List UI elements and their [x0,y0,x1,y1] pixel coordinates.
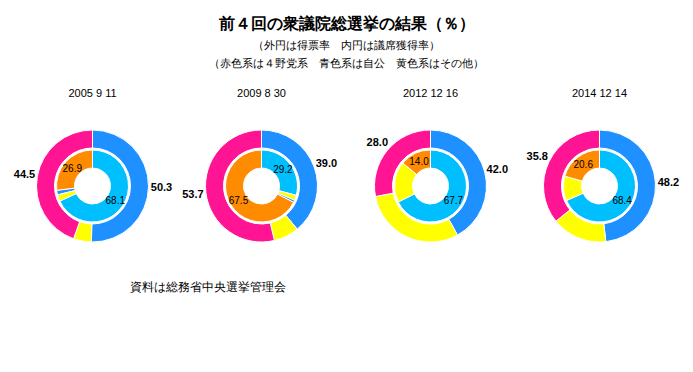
svg-text:44.5: 44.5 [14,168,35,180]
svg-text:50.3: 50.3 [151,181,172,193]
svg-text:42.0: 42.0 [487,163,508,175]
svg-text:35.8: 35.8 [527,150,548,162]
svg-text:29.2: 29.2 [273,164,293,175]
svg-text:39.0: 39.0 [316,157,337,169]
svg-text:68.1: 68.1 [106,195,126,206]
html-text:2012 12 16: 2012 12 16 [403,87,458,99]
svg-text:67.5: 67.5 [229,195,249,206]
html-text:（赤色系は４野党系 青色系は自公 黄色系はその他）: （赤色系は４野党系 青色系は自公 黄色系はその他） [209,57,484,69]
svg-text:20.6: 20.6 [573,159,593,170]
html-text:（外円は得票率 内円は議席獲得率）: （外円は得票率 内円は議席獲得率） [253,39,440,51]
svg-text:67.7: 67.7 [444,195,464,206]
svg-text:48.2: 48.2 [658,176,679,188]
html-text:2009 8 30: 2009 8 30 [237,87,286,99]
html-text:前４回の衆議院総選挙の結果（％）: 前４回の衆議院総選挙の結果（％） [218,15,475,32]
svg-text:53.7: 53.7 [182,188,203,200]
html-text:2014 12 14: 2014 12 14 [572,87,627,99]
svg-text:14.0: 14.0 [409,156,429,167]
svg-text:28.0: 28.0 [367,136,388,148]
html-text:資料は総務省中央選挙管理会: 資料は総務省中央選挙管理会 [130,280,286,294]
svg-text:26.9: 26.9 [63,163,83,174]
html-text:2005 9 11: 2005 9 11 [68,87,117,99]
svg-text:68.4: 68.4 [612,195,632,206]
